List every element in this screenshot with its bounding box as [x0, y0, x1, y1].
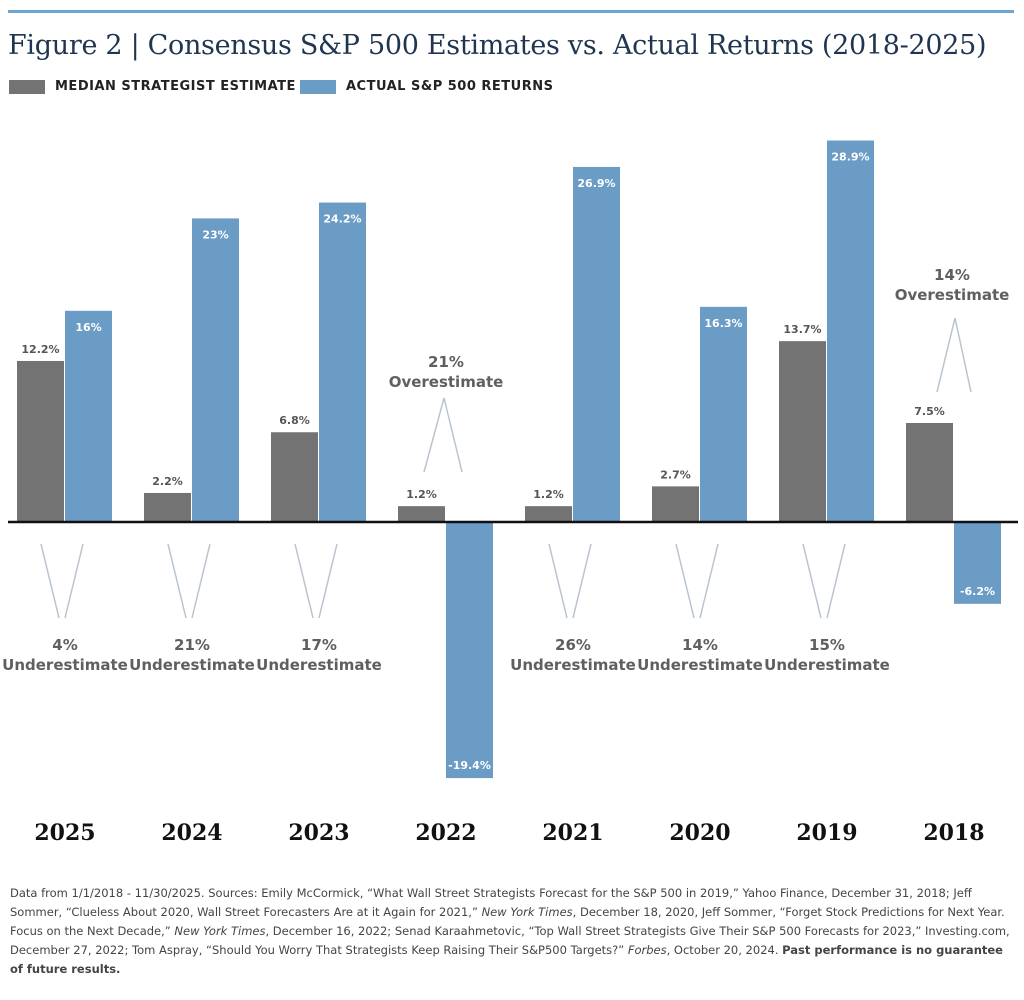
gap-value-2018: 14%: [934, 266, 970, 284]
actual-bar-2025: [65, 310, 112, 522]
gap-value-2022: 21%: [428, 353, 464, 371]
actual-label-2020: 16.3%: [704, 317, 742, 330]
actual-bar-2020: [700, 306, 747, 522]
gap-line-right-2020: [699, 543, 719, 619]
footnote-source-3: Forbes: [627, 943, 667, 957]
actual-label-2025: 16%: [75, 321, 101, 334]
year-label-2020: 2020: [669, 820, 730, 846]
gap-line-left-2018: [936, 317, 956, 393]
gap-value-2019: 15%: [809, 636, 845, 654]
gap-value-2023: 17%: [301, 636, 337, 654]
gap-line-left-2019: [802, 543, 822, 619]
gap-line-left-2025: [40, 543, 60, 619]
gap-text-2018: Overestimate: [895, 286, 1010, 304]
actual-bar-2024: [192, 218, 239, 522]
estimate-bar-2025: [17, 360, 64, 522]
actual-label-2024: 23%: [202, 228, 228, 241]
top-rule: [8, 10, 1014, 13]
gap-text-2020: Underestimate: [637, 656, 763, 674]
gap-line-right-2018: [954, 317, 972, 393]
gap-text-2021: Underestimate: [510, 656, 636, 674]
gap-line-right-2022: [443, 397, 463, 473]
gap-line-left-2024: [167, 543, 187, 619]
legend-estimate-label: MEDIAN STRATEGIST ESTIMATE: [55, 79, 296, 94]
footnote-text-4: , October 20, 2024.: [666, 943, 783, 957]
estimate-label-2019: 13.7%: [783, 323, 821, 336]
actual-bar-2022: [446, 522, 493, 779]
legend-actual-swatch: [300, 79, 336, 94]
actual-label-2018: -6.2%: [960, 585, 995, 598]
year-label-2024: 2024: [161, 820, 222, 846]
footnote-text-3: , December 16, 2022; Senad Karaahmetovic…: [10, 924, 1010, 957]
gap-text-2025: Underestimate: [2, 656, 128, 674]
year-label-2019: 2019: [796, 820, 857, 846]
year-label-2018: 2018: [923, 820, 984, 846]
bar-chart: 12.2% 16% 2025 4% Underestimate 2.2% 23% 2024 21…: [2, 140, 1018, 846]
estimate-label-2023: 6.8%: [279, 414, 310, 427]
figure-title: Figure 2 | Consensus S&P 500 Estimates v…: [8, 30, 987, 61]
gap-value-2020: 14%: [682, 636, 718, 654]
legend-estimate: MEDIAN STRATEGIST ESTIMATE: [9, 79, 296, 94]
gap-value-2025: 4%: [52, 636, 77, 654]
footnote-source-2: New York Times: [174, 924, 266, 938]
estimate-bar-2019: [779, 341, 826, 522]
estimate-label-2018: 7.5%: [914, 405, 945, 418]
gap-line-right-2025: [64, 543, 84, 619]
estimate-bar-2023: [271, 432, 318, 522]
gap-line-left-2023: [294, 543, 314, 619]
actual-label-2019: 28.9%: [831, 151, 869, 164]
gap-line-right-2024: [191, 543, 211, 619]
actual-bar-2023: [319, 202, 366, 522]
year-label-2021: 2021: [542, 820, 603, 846]
gap-line-left-2022: [423, 397, 445, 473]
estimate-bar-2022: [398, 506, 445, 522]
actual-bar-2019: [827, 140, 874, 522]
gap-text-2022: Overestimate: [389, 373, 504, 391]
estimate-label-2022: 1.2%: [406, 488, 437, 501]
estimate-bar-2018: [906, 423, 953, 522]
gap-line-left-2020: [675, 543, 695, 619]
actual-label-2022: -19.4%: [448, 759, 491, 772]
estimate-label-2021: 1.2%: [533, 488, 564, 501]
actual-bar-2021: [573, 166, 620, 523]
gap-line-left-2021: [548, 543, 568, 619]
gap-text-2023: Underestimate: [256, 656, 382, 674]
footnote: Data from 1/1/2018 - 11/30/2025. Sources…: [10, 884, 1014, 979]
footnote-text-2: , December 18, 2020, Jeff Sommer, “Forge…: [10, 905, 1005, 938]
year-label-2023: 2023: [288, 820, 349, 846]
gap-text-2024: Underestimate: [129, 656, 255, 674]
footnote-disclaimer: Past performance is no guarantee of futu…: [10, 943, 1003, 976]
legend-actual: ACTUAL S&P 500 RETURNS: [300, 79, 553, 94]
actual-label-2023: 24.2%: [323, 213, 361, 226]
gap-line-right-2019: [826, 543, 846, 619]
estimate-bar-2021: [525, 506, 572, 522]
gap-value-2024: 21%: [174, 636, 210, 654]
gap-text-2019: Underestimate: [764, 656, 890, 674]
actual-label-2021: 26.9%: [577, 177, 615, 190]
year-label-2022: 2022: [415, 820, 476, 846]
gap-line-right-2023: [318, 543, 338, 619]
legend-estimate-swatch: [9, 79, 45, 94]
estimate-label-2020: 2.7%: [660, 468, 691, 481]
estimate-bar-2024: [144, 492, 191, 522]
gap-line-right-2021: [572, 543, 592, 619]
gap-value-2021: 26%: [555, 636, 591, 654]
actual-bar-2018: [954, 522, 1001, 604]
estimate-bar-2020: [652, 486, 699, 522]
estimate-label-2024: 2.2%: [152, 475, 183, 488]
footnote-source-1: New York Times: [481, 905, 573, 919]
legend-actual-label: ACTUAL S&P 500 RETURNS: [346, 79, 554, 94]
year-label-2025: 2025: [34, 820, 95, 846]
footnote-text-1: Data from 1/1/2018 - 11/30/2025. Sources…: [10, 886, 972, 919]
estimate-label-2025: 12.2%: [21, 343, 59, 356]
